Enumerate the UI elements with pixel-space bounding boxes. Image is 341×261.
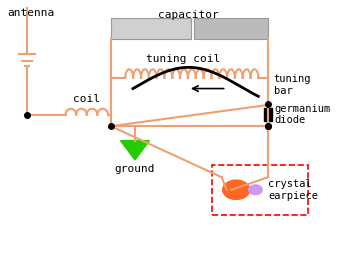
Bar — [194, 18, 268, 39]
Bar — [212, 165, 309, 215]
Text: antenna: antenna — [8, 8, 55, 17]
Polygon shape — [120, 141, 149, 160]
Text: ground: ground — [115, 164, 155, 174]
Text: coil: coil — [73, 94, 100, 104]
Text: tuning
bar: tuning bar — [274, 74, 311, 96]
Text: capacitor: capacitor — [158, 9, 218, 20]
Text: germanium
diode: germanium diode — [275, 104, 331, 125]
Ellipse shape — [223, 180, 250, 199]
Bar — [111, 18, 191, 39]
Text: tuning coil: tuning coil — [146, 54, 220, 63]
Bar — [264, 108, 272, 121]
Ellipse shape — [249, 185, 262, 195]
Text: crystal
earpiece: crystal earpiece — [268, 179, 318, 201]
